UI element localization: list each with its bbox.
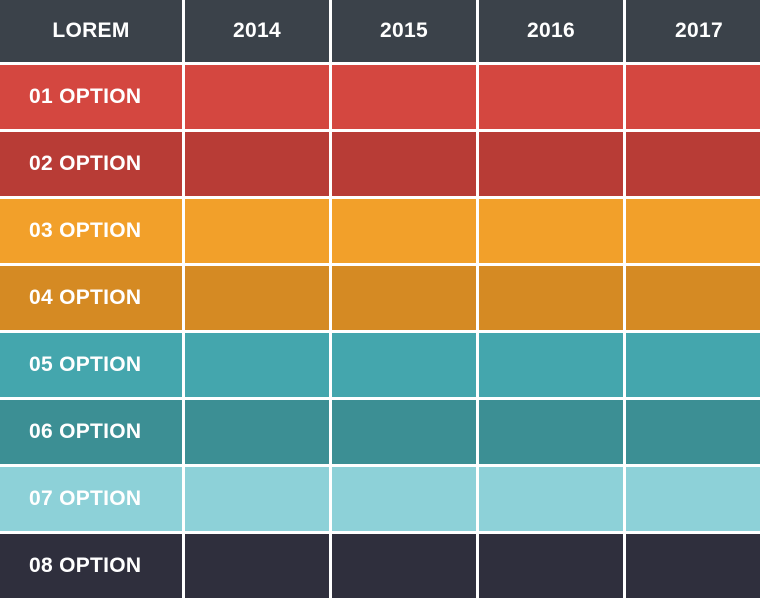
row-04-cell-2016 [479,266,623,330]
row-06-cell-2015 [332,400,476,464]
header-year-2016: 2016 [479,0,623,62]
row-label-05: 05 OPTION [0,333,182,397]
row-02-cell-2015 [332,132,476,196]
row-07-cell-2016 [479,467,623,531]
row-08-cell-2017 [626,534,760,598]
row-01-cell-2014 [185,65,329,129]
row-04-cell-2014 [185,266,329,330]
header-corner: LOREM [0,0,182,62]
row-08-cell-2016 [479,534,623,598]
row-06-cell-2017 [626,400,760,464]
header-year-2017: 2017 [626,0,760,62]
row-07-cell-2017 [626,467,760,531]
header-year-2015: 2015 [332,0,476,62]
row-03-cell-2015 [332,199,476,263]
row-03-cell-2014 [185,199,329,263]
row-07-cell-2015 [332,467,476,531]
row-04-cell-2017 [626,266,760,330]
row-06-cell-2016 [479,400,623,464]
row-label-06: 06 OPTION [0,400,182,464]
header-year-2014: 2014 [185,0,329,62]
row-08-cell-2014 [185,534,329,598]
row-label-08: 08 OPTION [0,534,182,598]
row-label-03: 03 OPTION [0,199,182,263]
row-02-cell-2016 [479,132,623,196]
row-05-cell-2015 [332,333,476,397]
row-07-cell-2014 [185,467,329,531]
row-label-04: 04 OPTION [0,266,182,330]
row-01-cell-2017 [626,65,760,129]
row-01-cell-2015 [332,65,476,129]
row-02-cell-2017 [626,132,760,196]
row-05-cell-2017 [626,333,760,397]
row-03-cell-2016 [479,199,623,263]
row-05-cell-2014 [185,333,329,397]
row-05-cell-2016 [479,333,623,397]
row-label-01: 01 OPTION [0,65,182,129]
row-label-02: 02 OPTION [0,132,182,196]
row-label-07: 07 OPTION [0,467,182,531]
row-01-cell-2016 [479,65,623,129]
row-04-cell-2015 [332,266,476,330]
row-06-cell-2014 [185,400,329,464]
row-02-cell-2014 [185,132,329,196]
row-03-cell-2017 [626,199,760,263]
row-08-cell-2015 [332,534,476,598]
